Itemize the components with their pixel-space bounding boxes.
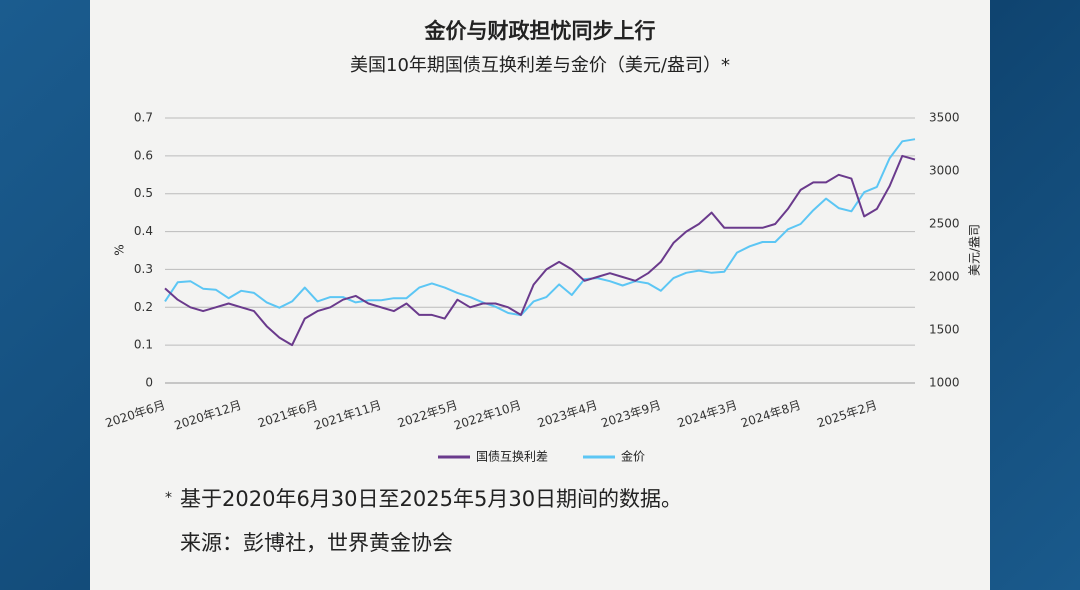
source: 来源：彭博社，世界黄金协会: [180, 531, 453, 555]
x-tick-label: 2022年5月: [396, 398, 459, 431]
y-tick-label: 0: [145, 376, 153, 390]
y-tick-label: 0.3: [134, 262, 153, 276]
y2-tick-label: 3000: [929, 164, 960, 178]
x-tick-label: 2021年6月: [256, 398, 319, 431]
x-tick-label: 2020年12月: [173, 398, 244, 433]
y-axis-label: %: [113, 244, 127, 255]
x-tick-label: 2024年3月: [676, 398, 739, 431]
y-tick-label: 0.7: [134, 111, 153, 125]
y2-tick-label: 3500: [929, 111, 960, 125]
legend-label: 国债互换利差: [476, 450, 548, 464]
legend-label: 金价: [621, 449, 645, 464]
footnote-mark: *: [165, 490, 172, 506]
y-tick-label: 0.5: [134, 186, 153, 200]
y-tick-label: 0.4: [134, 224, 153, 238]
panel: [90, 0, 990, 590]
y2-tick-label: 2000: [929, 270, 960, 284]
series-line: [164, 138, 916, 317]
y-tick-label: 0.1: [134, 338, 153, 352]
y2-tick-label: 1000: [929, 376, 960, 390]
y-tick-label: 0.2: [134, 300, 153, 314]
y-tick-label: 0.6: [134, 148, 153, 162]
chart-title: 金价与财政担忧同步上行: [424, 19, 656, 43]
x-tick-label: 2024年8月: [739, 398, 802, 431]
footnote: 基于2020年6月30日至2025年5月30日期间的数据。: [180, 487, 682, 511]
y2-tick-label: 2500: [929, 217, 960, 231]
x-tick-label: 2021年11月: [312, 398, 383, 433]
x-tick-label: 2023年9月: [599, 398, 662, 431]
series-line: [164, 154, 916, 347]
y2-axis-label: 美元/盎司: [968, 224, 982, 276]
x-tick-label: 2020年6月: [104, 398, 167, 431]
y2-tick-label: 1500: [929, 323, 960, 337]
x-tick-label: 2022年10月: [452, 398, 523, 433]
x-tick-label: 2023年4月: [536, 398, 599, 431]
chart-subtitle: 美国10年期国债互换利差与金价（美元/盎司）*: [350, 55, 730, 76]
x-tick-label: 2025年2月: [815, 398, 878, 431]
